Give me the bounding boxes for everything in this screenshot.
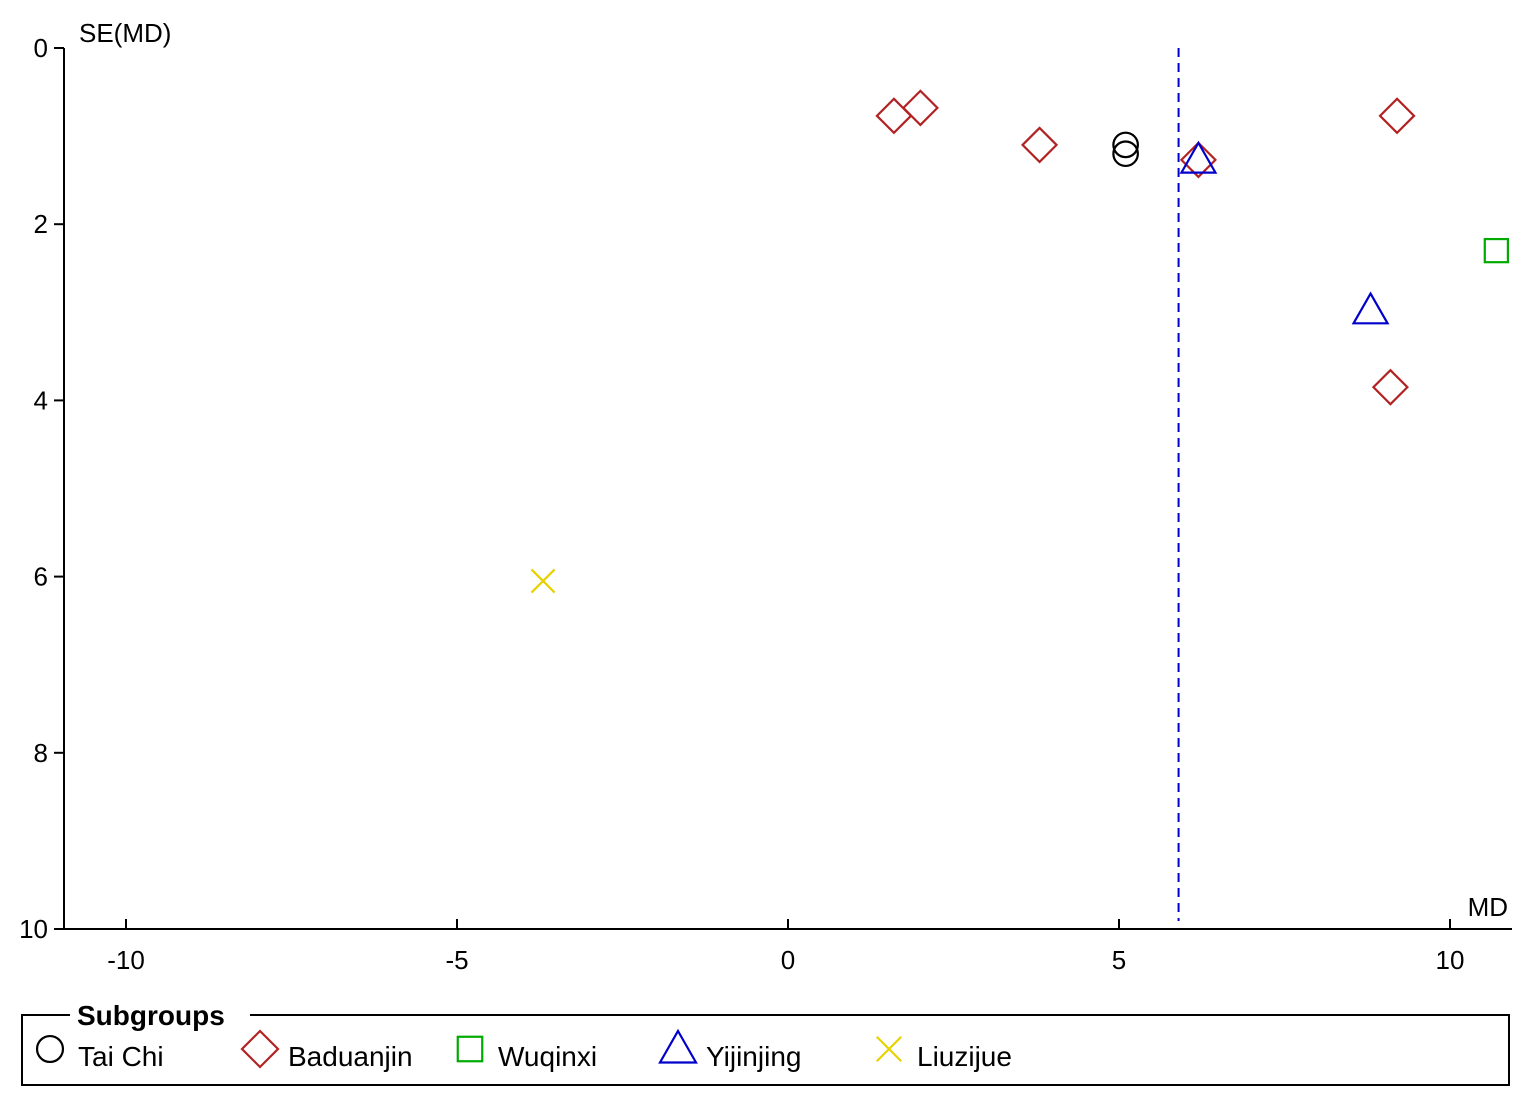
legend-label-baduanjin: Baduanjin	[288, 1041, 413, 1072]
data-point-baduanjin	[1371, 368, 1409, 406]
data-points	[530, 89, 1510, 594]
data-point-baduanjin	[1179, 141, 1217, 179]
y-tick-label: 6	[34, 562, 48, 592]
y-tick-label: 2	[34, 209, 48, 239]
legend-label-wuqinxi: Wuqinxi	[498, 1041, 597, 1072]
x-tick-label: -5	[445, 945, 468, 975]
data-point-baduanjin	[1021, 126, 1059, 164]
legend: Subgroups Tai Chi Baduanjin Wuqinxi Yijinjin…	[21, 998, 1510, 1086]
legend-label-liuzijue: Liuzijue	[917, 1041, 1012, 1072]
legend-label-tai-chi: Tai Chi	[78, 1041, 164, 1072]
data-point-tai-chi	[1112, 131, 1139, 159]
x-axis-title: MD	[1468, 892, 1508, 922]
legend-label-yijinjing: Yijinjing	[706, 1041, 801, 1072]
x-tick-label: -10	[107, 945, 145, 975]
legend-title: Subgroups	[77, 1000, 225, 1031]
y-tick-label: 0	[34, 33, 48, 63]
data-point-baduanjin	[901, 89, 939, 127]
data-point-wuqinxi	[1483, 237, 1510, 264]
legend-marker-baduanjin	[240, 1029, 280, 1069]
data-point-yijinjing	[1179, 140, 1218, 174]
x-tick-label: 5	[1112, 945, 1126, 975]
data-point-tai-chi	[1112, 140, 1139, 168]
axes: -10 -5 0 5 10 0 2 4 6 8 10	[19, 33, 1512, 975]
legend-marker-liuzijue	[875, 1035, 903, 1063]
data-point-baduanjin	[1378, 97, 1416, 135]
legend-marker-yijinjing	[658, 1028, 698, 1064]
y-tick-label: 4	[34, 385, 48, 415]
x-tick-label: 0	[781, 945, 795, 975]
data-point-yijinjing	[1351, 291, 1390, 325]
legend-marker-wuqinxi	[456, 1035, 484, 1063]
y-tick-label: 10	[19, 914, 48, 944]
legend-title-backdrop	[70, 998, 250, 1032]
y-tick-label: 8	[34, 738, 48, 768]
legend-box	[21, 1014, 1510, 1086]
data-point-liuzijue	[530, 568, 556, 594]
x-tick-label: 10	[1436, 945, 1465, 975]
legend-marker-tai-chi	[35, 1034, 65, 1064]
y-axis-title: SE(MD)	[79, 18, 171, 48]
